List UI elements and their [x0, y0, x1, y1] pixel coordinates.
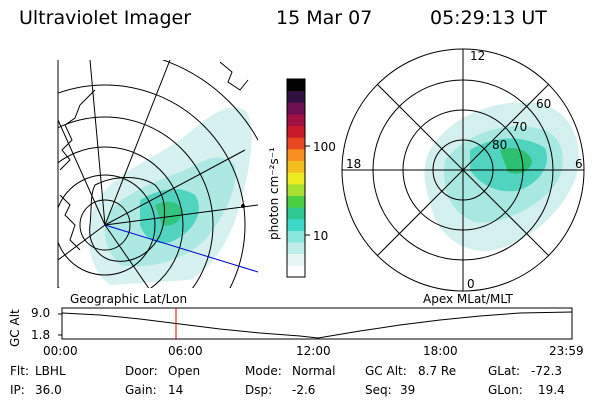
mlat-label-80: 80	[492, 138, 508, 152]
mlt-label-dawn: 6	[575, 157, 583, 171]
altitude-ylabel: GC Alt	[8, 309, 22, 347]
geographic-map-label: Geographic Lat/Lon	[70, 292, 188, 306]
altitude-xtick-0000: 00:00	[43, 344, 78, 358]
colorbar-tick-100: 100	[313, 140, 336, 154]
door-value: Open	[168, 364, 201, 378]
glon-value: 19.4	[538, 383, 565, 397]
colorbar-segment	[287, 79, 305, 92]
seq-value: 39	[400, 383, 416, 397]
mlt-label-dusk: 18	[346, 157, 362, 171]
magnetic-map-label: Apex MLat/MLT	[423, 292, 513, 306]
colorbar-segment	[287, 137, 305, 150]
altitude-xtick-2359: 23:59	[549, 344, 584, 358]
altitude-curve	[61, 311, 573, 339]
altitude-xtick-1200: 12:00	[296, 344, 331, 358]
mlat-label-70: 70	[512, 120, 528, 134]
colorbar-segment	[287, 102, 305, 115]
glat-value: -72.3	[531, 364, 563, 378]
instrument-title: Ultraviolet Imager	[19, 7, 192, 29]
altitude-ytick-high: 9.0	[31, 306, 51, 320]
filter-label: Flt:	[10, 364, 29, 378]
mode-label: Mode:	[245, 364, 282, 378]
colorbar-segment	[287, 125, 305, 138]
colorbar-segment	[287, 148, 305, 162]
dsp-value: -2.6	[292, 383, 316, 397]
mlt-label-noon: 12	[470, 49, 486, 63]
altitude-xtick-0600: 06:00	[168, 344, 203, 358]
colorbar-segment	[287, 253, 305, 266]
ip-label: IP:	[10, 383, 25, 397]
colorbar-segment	[287, 183, 305, 196]
mlt-label-midnight: 0	[467, 277, 475, 291]
mlat-label-60: 60	[536, 97, 552, 111]
altitude-ytick-low: 1.8	[31, 328, 51, 342]
geographic-map-image	[58, 60, 258, 288]
door-label: Door:	[125, 364, 158, 378]
gain-label: Gain:	[125, 383, 157, 397]
gc-alt-value: 8.7 Re	[418, 364, 457, 378]
colorbar-segment	[287, 242, 305, 255]
dsp-label: Dsp:	[245, 383, 273, 397]
gain-value: 14	[168, 383, 184, 397]
ip-value: 36.0	[35, 383, 62, 397]
glon-label: GLon:	[488, 383, 523, 397]
colorbar-segment	[287, 265, 305, 278]
gc-alt-label: GC Alt:	[365, 364, 407, 378]
colorbar-segment	[287, 230, 305, 243]
filter-value: LBHL	[35, 364, 66, 378]
colorbar-tick-10: 10	[313, 229, 329, 243]
colorbar-segment	[287, 113, 305, 127]
mode-value: Normal	[292, 364, 336, 378]
colorbar-segment	[287, 207, 305, 220]
seq-label: Seq:	[365, 383, 392, 397]
colorbar-segment	[287, 195, 305, 208]
colorbar-segment	[287, 172, 305, 185]
altitude-xtick-1800: 18:00	[423, 344, 458, 358]
colorbar-segment	[287, 160, 305, 173]
observation-date: 15 Mar 07	[276, 7, 373, 29]
observation-time: 05:29:13 UT	[430, 7, 547, 29]
colorbar-segment	[287, 90, 305, 103]
glat-label: GLat:	[488, 364, 521, 378]
colorbar-segment	[287, 218, 305, 231]
